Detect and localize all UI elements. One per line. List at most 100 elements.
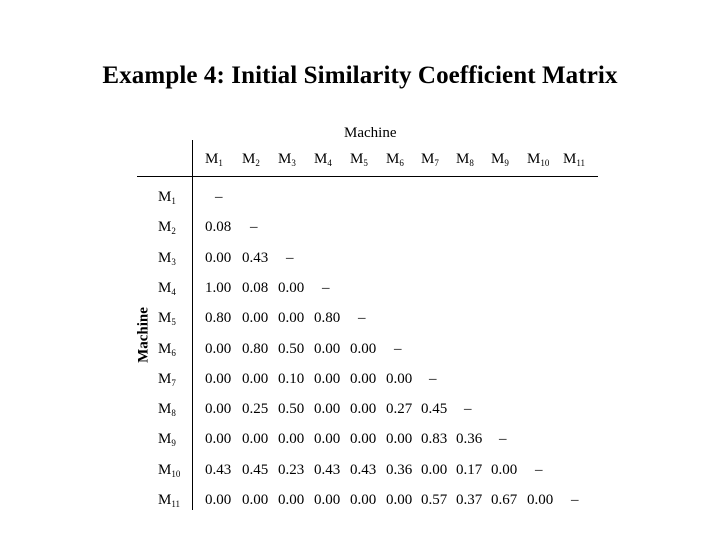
- row-header: M10: [158, 461, 180, 479]
- column-group-label: Machine: [344, 125, 397, 141]
- matrix-cell: 0.00: [242, 492, 269, 508]
- matrix-cell: 0.00: [350, 370, 377, 387]
- matrix-cell: 0.00: [350, 340, 377, 357]
- matrix-cell: 0.50: [278, 340, 305, 357]
- matrix-cell: 0.43: [205, 461, 232, 478]
- matrix-cell: 0.00: [421, 461, 448, 478]
- matrix-cell: 0.00: [386, 431, 413, 448]
- matrix-cell: –: [286, 249, 294, 266]
- label-subscript: 9: [171, 438, 176, 449]
- row-header-rule: [192, 140, 193, 510]
- matrix-cell: 0.08: [205, 219, 232, 236]
- matrix-cell: 0.00: [205, 370, 232, 387]
- label-subscript: 5: [171, 317, 176, 328]
- label-base: M: [158, 461, 172, 478]
- header-rule: [137, 176, 598, 177]
- matrix-cell: 0.00: [205, 249, 232, 266]
- column-header: M4: [314, 150, 332, 168]
- matrix-cell: 0.36: [456, 431, 483, 448]
- matrix-cell: 0.00: [205, 340, 232, 357]
- matrix-cell: –: [571, 492, 579, 508]
- label-subscript: 2: [255, 158, 260, 168]
- label-subscript: 6: [171, 347, 176, 358]
- matrix-cell: 0.27: [386, 401, 413, 418]
- matrix-cell: 0.00: [205, 492, 232, 508]
- label-base: M: [158, 340, 172, 357]
- label-base: M: [563, 151, 577, 167]
- matrix-cell: –: [322, 279, 330, 296]
- matrix-cell: 0.00: [314, 340, 341, 357]
- matrix-cell: 0.36: [386, 461, 413, 478]
- matrix-cell: –: [464, 401, 472, 418]
- matrix-cell: 0.23: [278, 461, 305, 478]
- matrix-cell: 0.00: [491, 461, 518, 478]
- row-header: M6: [158, 340, 176, 358]
- label-base: M: [456, 151, 470, 167]
- column-header: M10: [527, 150, 549, 168]
- matrix-cell: 0.17: [456, 461, 483, 478]
- matrix-cell: 1.00: [205, 279, 232, 296]
- matrix-cell: 0.00: [350, 431, 377, 448]
- label-subscript: 3: [291, 158, 296, 168]
- label-base: M: [158, 219, 172, 236]
- label-base: M: [205, 151, 219, 167]
- label-subscript: 2: [171, 226, 176, 237]
- row-header: M5: [158, 309, 176, 327]
- row-header: M8: [158, 400, 176, 418]
- label-base: M: [158, 189, 172, 205]
- matrix-cell: 0.00: [242, 431, 269, 448]
- row-header: M2: [158, 218, 176, 236]
- label-subscript: 6: [399, 158, 404, 168]
- matrix-cell: 0.00: [386, 492, 413, 508]
- matrix-cell: 0.80: [242, 340, 269, 357]
- label-base: M: [158, 249, 172, 266]
- label-base: M: [158, 370, 172, 387]
- label-subscript: 4: [327, 158, 332, 168]
- label-subscript: 7: [434, 158, 439, 168]
- matrix-cell: 0.00: [278, 279, 305, 296]
- matrix-cell: 0.80: [205, 310, 232, 327]
- label-base: M: [158, 492, 172, 508]
- matrix-cell: –: [499, 431, 507, 448]
- label-subscript: 7: [171, 377, 176, 388]
- row-group-label: Machine: [135, 307, 152, 363]
- label-base: M: [158, 401, 172, 418]
- column-header: M6: [386, 150, 404, 168]
- row-header: M7: [158, 370, 176, 388]
- row-header: M11: [158, 491, 180, 509]
- matrix-cell: 0.10: [278, 370, 305, 387]
- matrix-cell: –: [535, 461, 543, 478]
- column-header: M3: [278, 150, 296, 168]
- label-subscript: 1: [171, 196, 176, 206]
- row-header: M9: [158, 430, 176, 448]
- column-header: M9: [491, 150, 509, 168]
- matrix-cell: 0.00: [278, 310, 305, 327]
- label-base: M: [491, 151, 505, 167]
- matrix-cell: 0.45: [421, 401, 448, 418]
- column-header: M1: [205, 150, 223, 168]
- matrix-cell: 0.00: [205, 401, 232, 418]
- matrix-cell: 0.80: [314, 310, 341, 327]
- matrix-cell: 0.50: [278, 401, 305, 418]
- page-title: Example 4: Initial Similarity Coefficien…: [102, 62, 618, 89]
- label-subscript: 8: [469, 158, 474, 168]
- matrix-cell: 0.83: [421, 431, 448, 448]
- label-base: M: [314, 151, 328, 167]
- column-header: M2: [242, 150, 260, 168]
- matrix-cell: 0.43: [314, 461, 341, 478]
- label-base: M: [278, 151, 292, 167]
- matrix-cell: –: [394, 340, 402, 357]
- matrix-cell: 0.00: [350, 401, 377, 418]
- matrix-cell: 0.00: [205, 431, 232, 448]
- matrix-cell: 0.00: [242, 370, 269, 387]
- label-subscript: 11: [171, 499, 181, 509]
- label-subscript: 10: [540, 158, 550, 168]
- matrix-cell: –: [215, 189, 223, 205]
- label-base: M: [527, 151, 541, 167]
- matrix-cell: 0.45: [242, 461, 269, 478]
- label-subscript: 1: [218, 158, 223, 168]
- matrix-cell: 0.00: [278, 431, 305, 448]
- label-base: M: [158, 310, 172, 327]
- matrix-cell: 0.57: [421, 492, 448, 508]
- column-header: M7: [421, 150, 439, 168]
